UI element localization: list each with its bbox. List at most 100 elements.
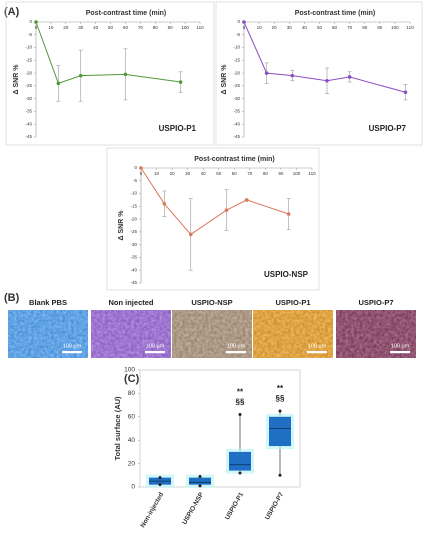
scale-bar: [226, 351, 246, 354]
data-point: [403, 90, 408, 95]
significance-label: §§: [276, 394, 285, 403]
whisker-end: [238, 412, 242, 416]
plot-frame: [139, 369, 301, 488]
scale-bar-label: 100 µm: [391, 343, 410, 349]
x-tick-label: 50: [317, 25, 323, 30]
whisker-end: [198, 484, 202, 488]
data-point: [78, 73, 83, 78]
y-axis-label: Total surface (AU): [113, 396, 122, 461]
data-point: [224, 208, 229, 212]
data-point: [188, 232, 193, 237]
y-tick-label: -10: [233, 45, 240, 50]
data-point: [244, 198, 249, 202]
x-tick-label: USPIO-P7: [264, 491, 285, 521]
x-tick-label: USPIO-P1: [224, 491, 245, 521]
panel-label: (A): [4, 6, 20, 18]
y-tick-label: -45: [233, 134, 240, 139]
x-tick-label: 40: [93, 25, 99, 30]
significance-label: §§: [236, 398, 245, 407]
series-line: [35, 21, 181, 84]
histology-image: [8, 310, 88, 358]
series-line: [243, 21, 406, 93]
x-tick-label: 70: [138, 25, 144, 30]
data-point: [123, 72, 128, 77]
x-tick-label: 80: [153, 25, 159, 30]
y-tick-label: 20: [128, 460, 136, 467]
histology-image: [172, 310, 252, 358]
y-tick-label: -20: [233, 70, 240, 75]
scale-bar-label: 100 µm: [146, 343, 165, 349]
y-tick-label: -25: [233, 83, 240, 88]
x-tick-label: 10: [48, 25, 54, 30]
significance-label: **: [277, 384, 284, 393]
scale-bar: [62, 351, 82, 354]
x-tick-label: 20: [170, 171, 176, 176]
image-label: USPIO-P1: [275, 298, 310, 307]
y-tick-label: -40: [233, 121, 240, 126]
y-axis-label: Δ SNR %: [221, 64, 228, 95]
y-tick-label: -35: [25, 109, 32, 114]
y-tick-label: -20: [130, 216, 137, 221]
data-point: [264, 71, 269, 75]
x-tick-label: 100: [293, 171, 301, 176]
image-label: USPIO-NSP: [191, 298, 232, 307]
y-tick-label: -40: [25, 121, 32, 126]
y-tick-label: 0: [237, 19, 240, 24]
data-point: [347, 75, 352, 79]
legend-label: USPIO-NSP: [264, 270, 309, 279]
x-tick-label: 100: [181, 25, 189, 30]
y-tick-label: -15: [130, 204, 137, 209]
x-tick-label: 40: [302, 25, 308, 30]
legend-label: USPIO-P1: [159, 124, 197, 133]
y-tick-label: -30: [25, 96, 32, 101]
y-tick-label: -10: [25, 45, 32, 50]
x-tick-label: 50: [108, 25, 114, 30]
y-tick-label: -5: [236, 32, 240, 37]
legend-label: USPIO-P7: [369, 124, 407, 133]
panel-label: (B): [4, 292, 20, 304]
y-tick-label: 60: [128, 414, 136, 421]
box: [269, 416, 291, 447]
x-tick-label: 90: [377, 25, 383, 30]
y-tick-label: -30: [233, 96, 240, 101]
y-tick-label: -15: [233, 58, 240, 63]
scale-bar: [307, 351, 327, 354]
x-tick-label: 70: [247, 171, 253, 176]
box: [229, 451, 251, 471]
y-tick-label: -5: [28, 32, 32, 37]
scale-bar-label: 100 µm: [227, 343, 246, 349]
image-label: Blank PBS: [29, 298, 67, 307]
x-tick-label: 0: [140, 171, 143, 176]
chart-title: Post-contrast time (min): [295, 10, 376, 17]
y-tick-label: 80: [128, 390, 136, 397]
box: [189, 477, 211, 485]
data-point: [242, 20, 246, 24]
x-tick-label: 0: [35, 25, 38, 30]
y-tick-label: -45: [25, 134, 32, 139]
y-tick-label: -35: [130, 255, 137, 260]
x-tick-label: Non-injected: [139, 491, 165, 529]
scale-bar: [145, 351, 165, 354]
x-tick-label: USPIO-NSP: [181, 491, 205, 526]
chart-title: Post-contrast time (min): [86, 10, 167, 17]
y-tick-label: -15: [25, 58, 32, 63]
image-label: Non injected: [108, 298, 153, 307]
y-tick-label: -20: [25, 70, 32, 75]
y-tick-label: 100: [124, 367, 135, 374]
panel-frame: [106, 147, 320, 291]
histology-image: [336, 310, 416, 358]
x-tick-label: 30: [185, 171, 191, 176]
y-axis-label: Δ SNR %: [13, 64, 20, 95]
panel-label: (C): [124, 373, 140, 385]
panel-frame: [215, 1, 423, 146]
data-point: [286, 212, 291, 216]
whisker-end: [158, 476, 162, 480]
x-tick-label: 80: [362, 25, 368, 30]
data-point: [34, 20, 38, 24]
x-tick-label: 10: [257, 25, 263, 30]
whisker-end: [158, 483, 162, 487]
data-point: [178, 80, 183, 84]
series-line: [140, 167, 289, 236]
x-tick-label: 0: [243, 25, 246, 30]
y-tick-label: -30: [130, 242, 137, 247]
